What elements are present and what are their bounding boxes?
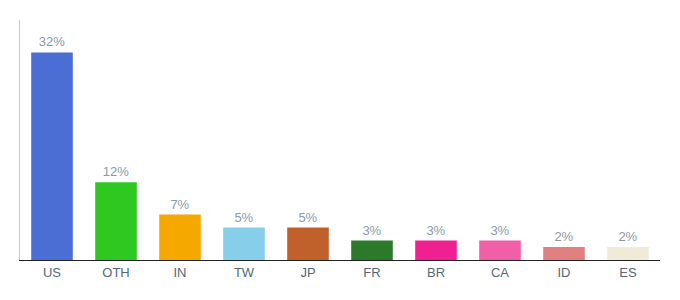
svg-text:IN: IN — [174, 265, 187, 280]
svg-text:OTH: OTH — [102, 265, 129, 280]
svg-text:TW: TW — [234, 265, 255, 280]
svg-text:US: US — [43, 265, 61, 280]
svg-text:BR: BR — [427, 265, 445, 280]
svg-text:3%: 3% — [362, 223, 381, 238]
svg-text:5%: 5% — [298, 210, 317, 225]
svg-text:ID: ID — [558, 265, 571, 280]
svg-text:5%: 5% — [234, 210, 253, 225]
svg-text:3%: 3% — [490, 223, 509, 238]
svg-text:7%: 7% — [170, 197, 189, 212]
svg-text:3%: 3% — [426, 223, 445, 238]
svg-text:32%: 32% — [39, 34, 65, 49]
svg-text:2%: 2% — [554, 229, 573, 244]
svg-text:12%: 12% — [103, 164, 129, 179]
svg-text:FR: FR — [363, 265, 380, 280]
svg-text:2%: 2% — [618, 229, 637, 244]
svg-text:JP: JP — [300, 265, 315, 280]
svg-text:CA: CA — [491, 265, 509, 280]
svg-text:ES: ES — [619, 265, 637, 280]
